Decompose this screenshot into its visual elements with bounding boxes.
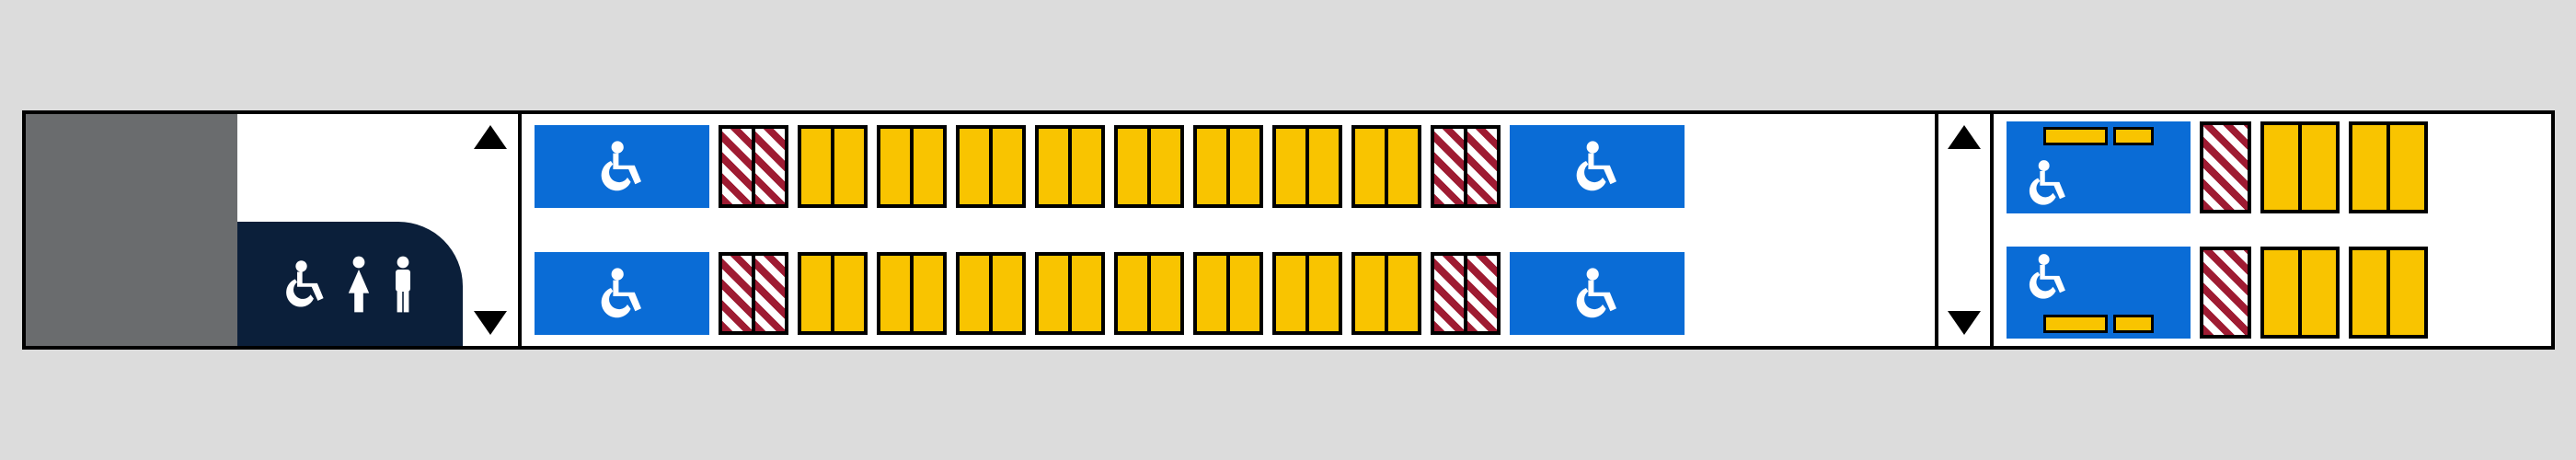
female-icon [342,255,375,314]
wheelchair-icon [280,259,331,310]
main-seating-section [518,114,1935,346]
tip-up-seats [2043,315,2154,333]
door-marker-up-icon [474,125,507,149]
seat-pair [956,252,1026,335]
wheelchair-bay [535,125,709,208]
wheelchair-icon [1570,139,1625,194]
wheelchair-bay [1510,125,1685,208]
seat-pair [877,125,947,208]
priority-seat-pair [2200,247,2251,339]
seat-pair [798,252,868,335]
wheelchair-bay [535,252,709,335]
tip-up-seats [2043,127,2154,145]
door-marker-down-icon [474,311,507,335]
restroom-area [237,114,463,346]
wheelchair-icon [2023,252,2073,302]
priority-seat-pair [719,252,788,335]
priority-seat-pair [2200,121,2251,213]
seat-pair [1272,252,1342,335]
train-car [22,110,2555,350]
seat-pair [1114,252,1184,335]
wheelchair-icon [594,139,650,194]
seat-pair [2260,121,2340,213]
seat-row-top [1994,121,2551,213]
seat-pair [1035,252,1105,335]
door-marker-up-icon [1948,125,1981,149]
seat-row-top [522,125,1935,208]
door-column-rear [1935,114,1990,346]
tip-up-seat [2113,315,2154,333]
seat-pair [956,125,1026,208]
seat-pair [1272,125,1342,208]
seat-pair [2349,247,2428,339]
tip-up-seat [2043,315,2108,333]
tip-up-seat [2113,127,2154,145]
priority-seat-pair [719,125,788,208]
door-column-front [463,114,518,346]
driver-cab [26,114,237,346]
seat-pair [1193,125,1263,208]
priority-seat-pair [1431,252,1501,335]
seat-pair [877,252,947,335]
wheelchair-bay-with-tip-seats [2007,121,2191,213]
seat-pair [1351,252,1421,335]
door-marker-down-icon [1948,311,1981,335]
accessible-restroom [237,222,463,346]
wheelchair-icon [2023,158,2073,208]
seat-pair [2260,247,2340,339]
seat-row-bottom [1994,247,2551,339]
wheelchair-bay-with-tip-seats [2007,247,2191,339]
seat-pair [1035,125,1105,208]
tip-up-seat [2043,127,2108,145]
wheelchair-bay [1510,252,1685,335]
seat-pair [1351,125,1421,208]
seat-pair [1193,252,1263,335]
wheelchair-icon [594,266,650,321]
seat-pair [1114,125,1184,208]
male-icon [386,255,420,314]
wheelchair-icon [1570,266,1625,321]
seat-pair [798,125,868,208]
rear-seating-section [1990,114,2551,346]
seat-row-bottom [522,252,1935,335]
priority-seat-pair [1431,125,1501,208]
seat-pair [2349,121,2428,213]
